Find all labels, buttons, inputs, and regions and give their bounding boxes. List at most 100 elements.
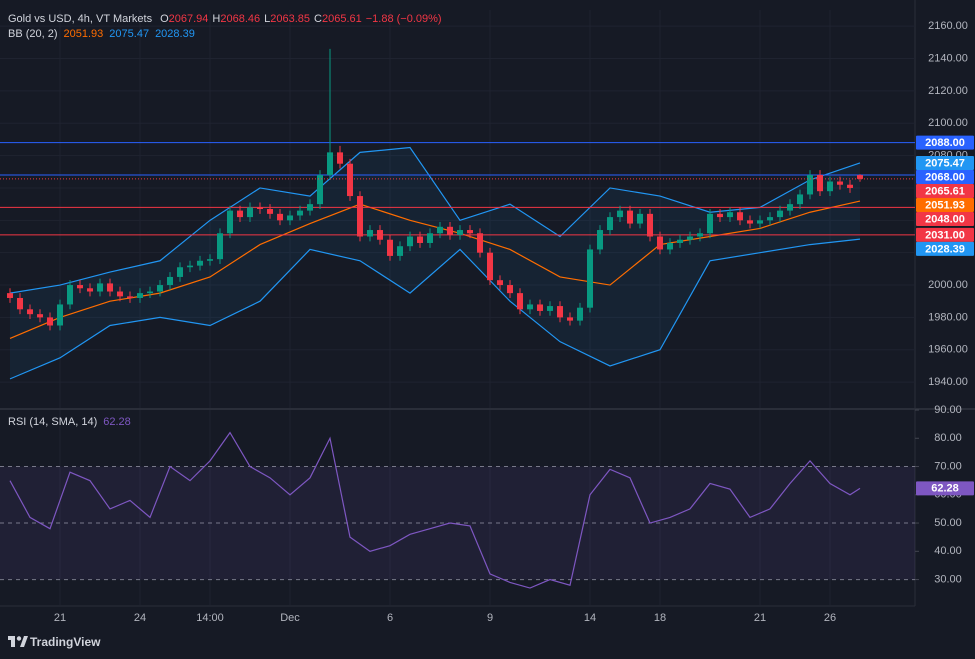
candle-body [277,213,283,221]
candle-body [567,317,573,321]
candle-body [317,175,323,205]
candle-body [557,306,563,318]
candle-body [267,209,273,214]
rsi-tick-label: 30.00 [934,573,962,585]
rsi-tick-label: 40.00 [934,545,962,557]
candle-body [467,230,473,234]
candle-body [27,309,33,315]
candle-body [597,230,603,250]
price-label: 2051.93 [925,199,965,211]
bb-fill [10,147,860,379]
candle-body [257,207,263,209]
ohlc-key: O [160,13,169,25]
candle-body [227,210,233,234]
candle-body [857,175,863,179]
candle-body [837,181,843,185]
candle-body [527,304,533,310]
change: −1.88 (−0.09%) [366,13,442,25]
y-tick-label: 2100.00 [928,117,968,129]
candle-body [297,210,303,216]
candle-body [367,230,373,237]
x-tick-label: Dec [280,612,300,624]
rsi-line [9,431,861,589]
rsi-value: 62.28 [103,416,131,428]
x-tick-label: 26 [824,612,836,624]
x-tick-label: 6 [387,612,393,624]
bb-upper [9,146,861,294]
price-label: 2088.00 [925,137,965,149]
candle-body [717,213,723,218]
candle-body [347,163,353,197]
bb-label: BB (20, 2) [8,28,58,40]
ohlc-value: 2063.85 [270,13,310,25]
candle-body [507,285,513,294]
candle-body [87,288,93,292]
price-label-box [916,155,974,170]
price-label: 2031.00 [925,229,965,241]
candle-body [427,233,433,243]
candle-body [167,276,173,286]
ohlc-key: H [212,13,220,25]
bb-value: 2075.47 [109,28,149,40]
y-tick-label: 2000.00 [928,279,968,291]
candle-body [417,236,423,243]
price-label-box [916,183,974,198]
price-label: 2048.00 [925,213,965,225]
bb-value: 2051.93 [64,28,104,40]
candle-body [177,267,183,277]
candle-body [407,236,413,247]
candle-body [77,285,83,289]
candle-body [577,307,583,321]
candle-body [17,297,23,310]
candle-body [517,293,523,310]
candle-body [697,233,703,237]
candle-body [627,210,633,224]
rsi-header: RSI (14, SMA, 14) 62.28 [8,416,131,428]
ohlc-value: 2067.94 [169,13,209,25]
candle-body [117,291,123,297]
candle-body [357,196,363,237]
candle-body [157,285,163,292]
candle-body [727,212,733,218]
candle-body [287,215,293,221]
candle-body [477,233,483,253]
candle-body [457,230,463,235]
candle-body [667,242,673,250]
candle-body [207,259,213,261]
ohlc-key: C [314,13,322,25]
ohlc-value: 2065.61 [322,13,362,25]
price-label-box [916,135,974,150]
x-tick-label: 14 [584,612,596,624]
logo [8,636,28,647]
candle-body [237,210,243,218]
candle-body [797,194,803,205]
candle-body [147,291,153,294]
price-label: 2065.61 [925,185,965,197]
y-tick-label: 2120.00 [928,85,968,97]
rsi-tick-label: 50.00 [934,517,962,529]
price-label: 2075.47 [925,157,965,169]
price-label: 2028.39 [925,243,965,255]
rsi-label: 62.28 [931,483,959,495]
candle-body [437,226,443,234]
y-tick-label: 2140.00 [928,52,968,64]
ohlc-key: L [264,13,270,25]
candle-body [307,204,313,211]
candle-body [387,239,393,256]
x-tick-label: 18 [654,612,666,624]
candle-body [537,304,543,311]
price-label-box [916,197,974,212]
candle-body [607,217,613,231]
candle-body [217,233,223,260]
rsi-tick-label: 90.00 [934,404,962,416]
bb-lower [9,238,861,380]
candle-body [617,210,623,218]
y-tick-label: 2160.00 [928,20,968,32]
rsi-band [0,466,915,580]
rsi-label-box [916,481,974,496]
ohlc-value: 2068.46 [220,13,260,25]
candle-body [747,220,753,224]
rsi-tick-label: 70.00 [934,460,962,472]
candle-body [677,239,683,243]
